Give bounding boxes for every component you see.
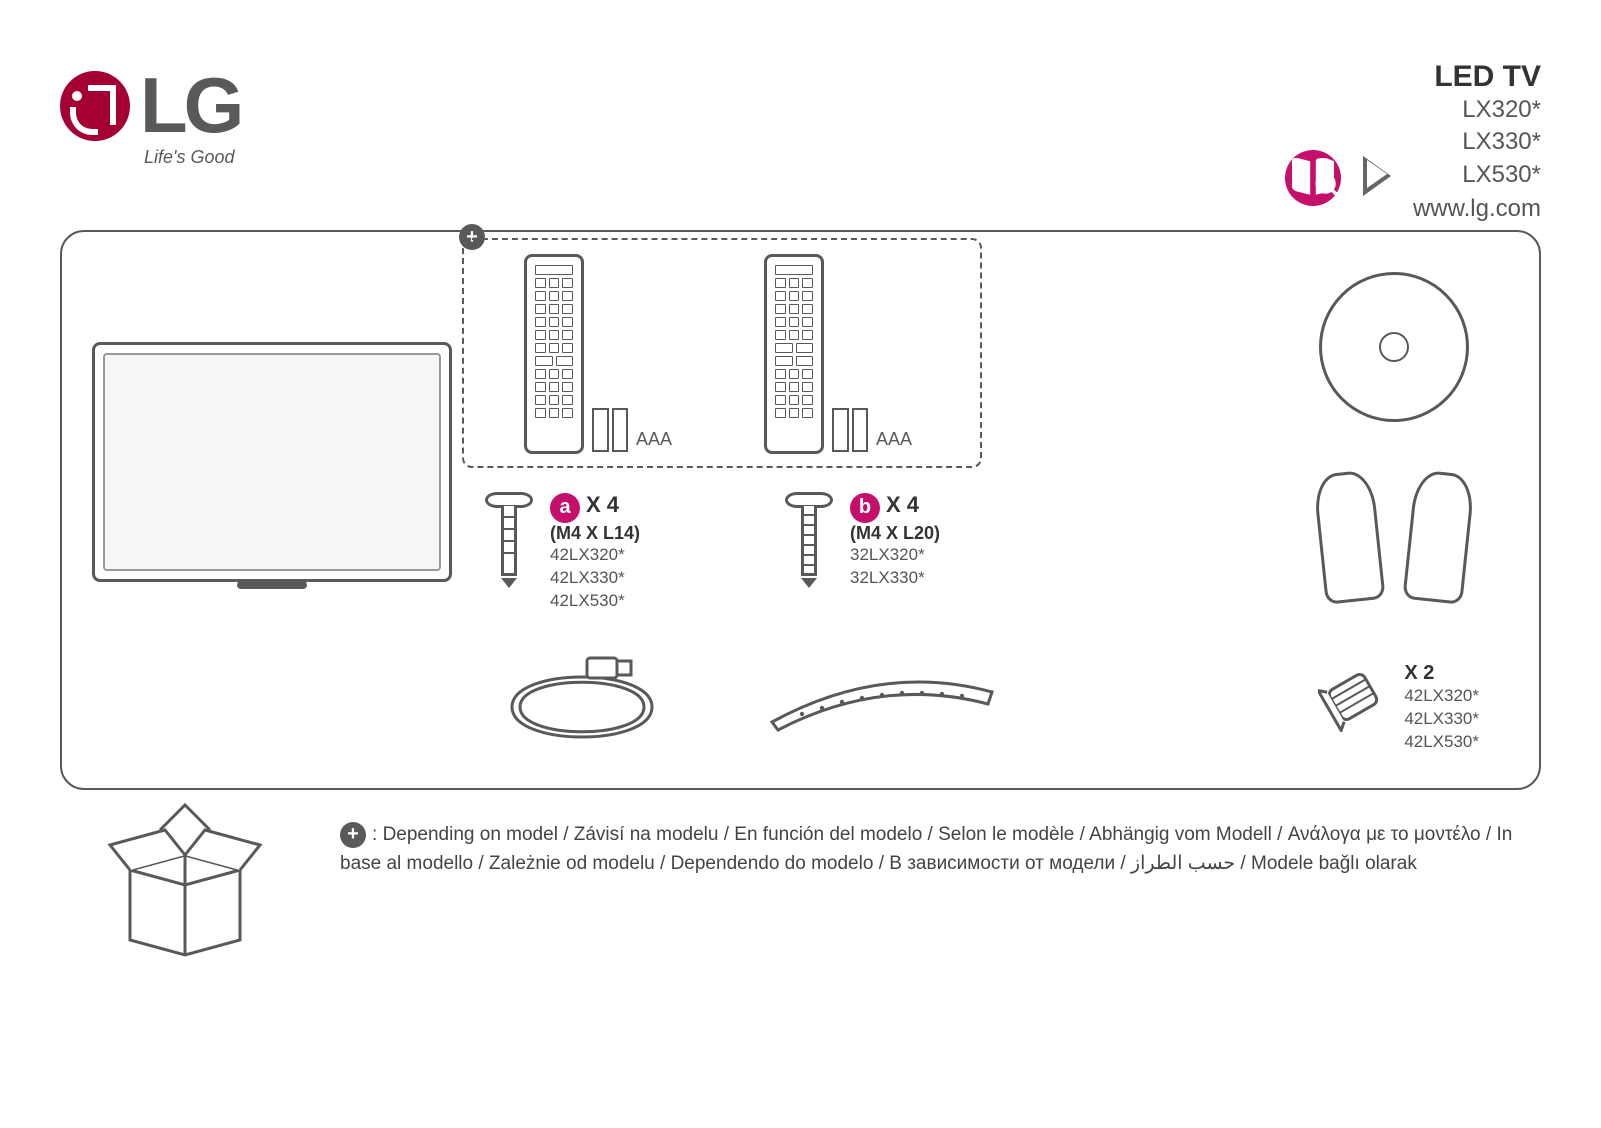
- model-line-3: LX530*: [1413, 159, 1541, 191]
- manual-booklet-icon: [1285, 150, 1341, 206]
- brand-wordmark: LG: [140, 60, 240, 151]
- battery-label-a: AAA: [636, 429, 672, 450]
- remote-options-group: AAA AAA: [462, 238, 982, 468]
- model-line-1: LX320*: [1413, 94, 1541, 126]
- screw-a-model-1: 42LX320*: [550, 544, 640, 567]
- screw-b-block: bX 4 (M4 X L20) 32LX320* 32LX330*: [782, 492, 940, 590]
- stand-legs-icon: [1309, 472, 1479, 612]
- tv-illustration: [92, 342, 452, 582]
- ferrite-model-3: 42LX530*: [1404, 731, 1479, 754]
- screw-a-qty: X 4: [586, 492, 619, 517]
- cable-holder-strip-icon: [762, 672, 1002, 732]
- screw-b-model-2: 32LX330*: [850, 567, 940, 590]
- screw-b-model-1: 32LX320*: [850, 544, 940, 567]
- lg-face-icon: [60, 71, 130, 141]
- screw-a-block: aX 4 (M4 X L14) 42LX320* 42LX330* 42LX53…: [482, 492, 640, 613]
- package-contents-panel: + AAA: [60, 230, 1541, 790]
- product-title: LED TV: [1413, 60, 1541, 94]
- screw-a-icon: [482, 492, 536, 588]
- ferrite-clip-block: X 2 42LX320* 42LX330* 42LX530*: [1318, 662, 1479, 754]
- website-url: www.lg.com: [1413, 195, 1541, 223]
- remote-control-a-icon: [524, 254, 584, 454]
- ferrite-clip-icon: [1318, 662, 1388, 732]
- screw-b-qty: X 4: [886, 492, 919, 517]
- power-cable-icon: [492, 652, 672, 762]
- page-header: LG Life's Good LED TV LX320* LX330* LX53…: [60, 60, 1541, 200]
- cd-disc-icon: [1319, 272, 1469, 422]
- product-id-block: LED TV LX320* LX330* LX530* www.lg.com: [1413, 60, 1541, 223]
- screw-a-spec: (M4 X L14): [550, 523, 640, 544]
- ferrite-model-2: 42LX330*: [1404, 708, 1479, 731]
- brand-logo-block: LG Life's Good: [60, 60, 240, 168]
- model-line-2: LX330*: [1413, 126, 1541, 158]
- screw-a-letter-badge: a: [550, 493, 580, 523]
- batteries-b-icon: [832, 408, 868, 452]
- ferrite-qty: X 2: [1404, 662, 1479, 685]
- screw-b-letter-badge: b: [850, 493, 880, 523]
- battery-label-b: AAA: [876, 429, 912, 450]
- depending-on-model-footnote: +: Depending on model / Závisí na modelu…: [340, 820, 1541, 879]
- brand-tagline: Life's Good: [144, 147, 240, 168]
- screw-a-model-3: 42LX530*: [550, 590, 640, 613]
- footnote-plus-icon: +: [340, 822, 366, 848]
- batteries-a-icon: [592, 408, 628, 452]
- screw-b-spec: (M4 X L20): [850, 523, 940, 544]
- footnote-text: Depending on model / Závisí na modelu / …: [340, 824, 1512, 874]
- unpacking-box-icon: [100, 800, 270, 970]
- ferrite-model-1: 42LX320*: [1404, 685, 1479, 708]
- footnote-prefix: :: [372, 824, 383, 845]
- screw-a-model-2: 42LX330*: [550, 567, 640, 590]
- remote-control-b-icon: [764, 254, 824, 454]
- screw-b-icon: [782, 492, 836, 588]
